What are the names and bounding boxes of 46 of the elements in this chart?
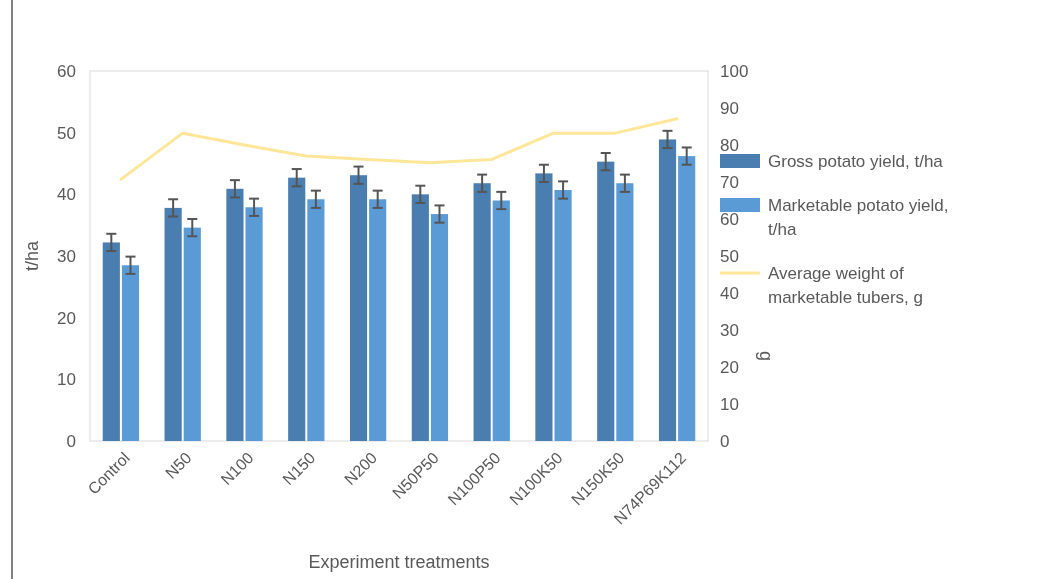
- bar: [554, 190, 572, 441]
- y2-tick-label: 20: [720, 357, 739, 377]
- legend-label: Marketable potato yield, t/ha: [768, 195, 949, 239]
- bar: [430, 214, 449, 441]
- y2-tick-label: 10: [720, 394, 739, 414]
- line-series: [119, 117, 679, 181]
- y2-tick-label: 70: [720, 172, 739, 192]
- bar: [616, 183, 634, 441]
- y2-tick-label: 0: [720, 431, 730, 451]
- y2-tick-label: 80: [720, 135, 739, 155]
- bar: [121, 265, 140, 441]
- y-tick-label: 60: [57, 61, 76, 81]
- y2-tick-label: 90: [720, 98, 739, 118]
- bar: [411, 194, 429, 441]
- legend-label: Average weight of marketable tubers, g: [768, 263, 923, 307]
- y-tick-label: 20: [57, 308, 76, 328]
- bar: [226, 188, 244, 441]
- x-axis-title: Experiment treatments: [308, 552, 490, 572]
- y2-tick-label: 40: [720, 283, 739, 303]
- y2-tick-label: 30: [720, 320, 739, 340]
- y2-tick-label: 50: [720, 246, 739, 266]
- bar: [307, 199, 325, 441]
- y-tick-label: 50: [57, 123, 76, 143]
- y2-tick-label: 100: [720, 61, 749, 81]
- y2-tick-label: 60: [720, 209, 739, 229]
- bar: [245, 207, 263, 441]
- bar: [492, 200, 510, 441]
- bar: [183, 227, 201, 441]
- bar: [597, 161, 615, 441]
- bar: [473, 183, 491, 441]
- legend-label: Gross potato yield, t/ha: [768, 151, 944, 171]
- bar: [678, 156, 696, 441]
- bar: [349, 175, 368, 441]
- y-tick-label: 30: [57, 246, 76, 266]
- y2-axis-title: g: [756, 350, 776, 362]
- y-axis-title: t/ha: [22, 240, 42, 272]
- bar: [535, 173, 553, 441]
- y-tick-label: 10: [57, 370, 76, 390]
- x-tick-label: N50: [162, 448, 195, 482]
- y-tick-label: 40: [57, 185, 76, 205]
- bar: [288, 177, 306, 441]
- bar: [369, 199, 387, 441]
- y-tick-label: 0: [66, 431, 76, 451]
- bar: [658, 139, 677, 441]
- bar: [102, 242, 120, 441]
- bar: [164, 207, 182, 441]
